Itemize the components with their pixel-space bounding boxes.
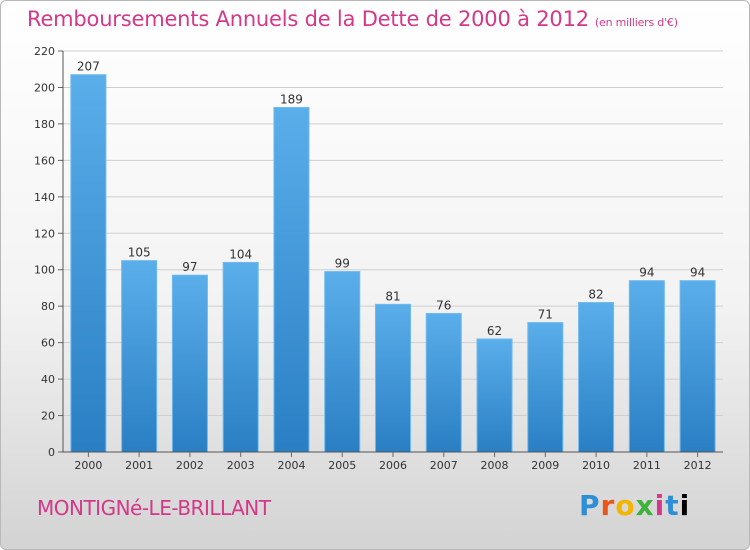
data-label-2006: 81 bbox=[385, 289, 400, 303]
x-tick-label-2012: 2012 bbox=[684, 459, 712, 472]
data-label-2001: 105 bbox=[128, 246, 151, 260]
data-label-2005: 99 bbox=[335, 257, 350, 271]
x-tick-label-2010: 2010 bbox=[582, 459, 610, 472]
bar-2001 bbox=[121, 260, 158, 453]
x-tick-label-2006: 2006 bbox=[379, 459, 407, 472]
data-label-2003: 104 bbox=[229, 247, 252, 261]
x-tick-label-2009: 2009 bbox=[531, 459, 559, 472]
bar-2005 bbox=[324, 271, 361, 453]
data-label-2002: 97 bbox=[182, 260, 197, 274]
proxiti-logo: Proxiti bbox=[579, 489, 690, 522]
bar-2007 bbox=[425, 312, 462, 453]
bar-2002 bbox=[171, 274, 208, 453]
y-tick-label: 220 bbox=[34, 45, 55, 58]
x-tick-label-2002: 2002 bbox=[176, 459, 204, 472]
bar-2011 bbox=[628, 280, 665, 453]
bar-2000 bbox=[70, 74, 107, 453]
y-tick-label: 120 bbox=[34, 227, 55, 240]
logo-letter: x bbox=[635, 489, 655, 522]
logo-letter: o bbox=[615, 489, 636, 522]
data-label-2010: 82 bbox=[588, 288, 603, 302]
x-tick-label-2001: 2001 bbox=[125, 459, 153, 472]
logo-letter: P bbox=[579, 489, 601, 522]
y-tick-label: 20 bbox=[41, 410, 55, 423]
bar-2008 bbox=[476, 338, 513, 453]
x-tick-label-2007: 2007 bbox=[430, 459, 458, 472]
chart-title-text: Remboursements Annuels de la Dette de 20… bbox=[27, 7, 589, 31]
logo-letter: i bbox=[679, 489, 691, 522]
x-tick-label-2004: 2004 bbox=[277, 459, 305, 472]
y-tick-label: 140 bbox=[34, 191, 55, 204]
logo-letter: r bbox=[600, 489, 616, 522]
x-tick-label-2000: 2000 bbox=[74, 459, 102, 472]
chart-unit-note: (en milliers d'€) bbox=[594, 16, 678, 29]
data-label-2000: 207 bbox=[77, 60, 100, 74]
chart-title: Remboursements Annuels de la Dette de 20… bbox=[27, 7, 678, 31]
city-name: MONTIGNé-LE-BRILLANT bbox=[37, 496, 271, 520]
x-tick-label-2003: 2003 bbox=[227, 459, 255, 472]
data-label-2008: 62 bbox=[487, 324, 502, 338]
logo-letter: i bbox=[654, 489, 666, 522]
bar-2009 bbox=[527, 322, 564, 453]
data-label-2009: 71 bbox=[538, 308, 553, 322]
y-tick-label: 40 bbox=[41, 373, 55, 386]
y-tick-label: 0 bbox=[48, 446, 55, 459]
data-label-2011: 94 bbox=[639, 266, 654, 280]
y-tick-label: 60 bbox=[41, 337, 55, 350]
y-tick-label: 200 bbox=[34, 81, 55, 94]
bar-2006 bbox=[374, 303, 412, 453]
bar-2012 bbox=[679, 280, 716, 453]
data-label-2004: 189 bbox=[280, 93, 303, 107]
y-tick-label: 100 bbox=[34, 264, 55, 277]
x-tick-label-2008: 2008 bbox=[481, 459, 509, 472]
x-tick-label-2005: 2005 bbox=[328, 459, 356, 472]
bar-2003 bbox=[222, 261, 259, 453]
logo-letter: t bbox=[665, 489, 680, 522]
data-label-2007: 76 bbox=[436, 298, 451, 312]
x-tick-label-2011: 2011 bbox=[633, 459, 661, 472]
y-tick-label: 80 bbox=[41, 300, 55, 313]
bar-2010 bbox=[578, 302, 615, 453]
y-tick-label: 160 bbox=[34, 154, 55, 167]
bar-2004 bbox=[273, 107, 310, 453]
data-label-2012: 94 bbox=[690, 266, 705, 280]
y-tick-label: 180 bbox=[34, 118, 55, 131]
